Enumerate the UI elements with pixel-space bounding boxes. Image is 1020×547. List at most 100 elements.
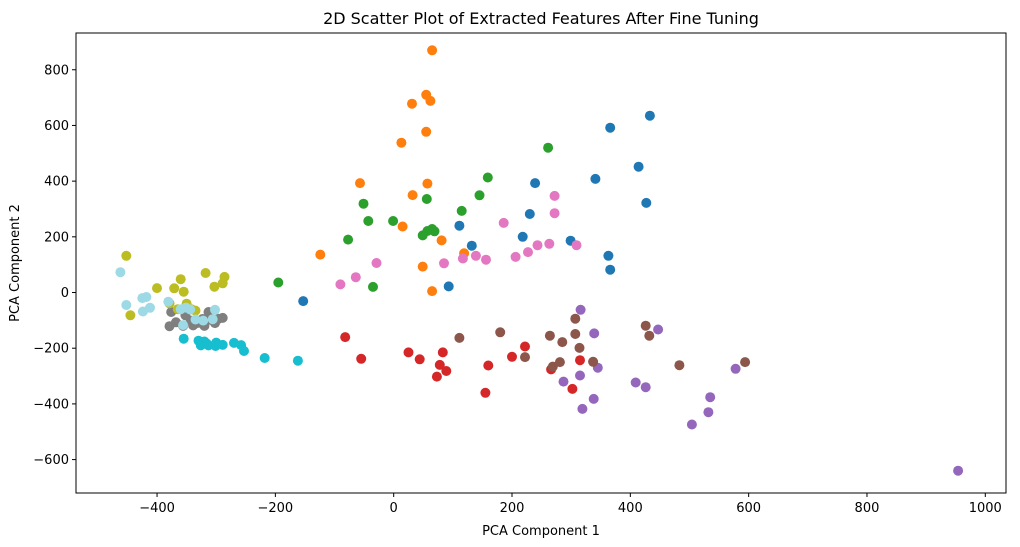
scatter-point bbox=[356, 353, 367, 364]
scatter-point bbox=[510, 251, 521, 262]
scatter-point bbox=[574, 342, 585, 353]
scatter-point bbox=[434, 359, 445, 370]
scatter-point bbox=[588, 393, 599, 404]
scatter-point bbox=[427, 286, 438, 297]
scatter-point bbox=[603, 250, 614, 261]
scatter-point bbox=[397, 221, 408, 232]
scatter-point bbox=[570, 313, 581, 324]
scatter-point bbox=[358, 198, 369, 209]
scatter-point bbox=[577, 403, 588, 414]
scatter-point bbox=[343, 234, 354, 245]
scatter-point bbox=[403, 347, 414, 358]
scatter-point bbox=[740, 357, 751, 368]
y-tick-label: 400 bbox=[44, 175, 69, 190]
y-tick-label: −600 bbox=[33, 453, 69, 468]
scatter-point bbox=[588, 356, 599, 367]
scatter-point bbox=[674, 360, 685, 371]
y-tick-label: −400 bbox=[33, 397, 69, 412]
scatter-point bbox=[414, 354, 425, 365]
scatter-point bbox=[547, 361, 558, 372]
scatter-point bbox=[437, 347, 448, 358]
scatter-point bbox=[703, 407, 714, 418]
scatter-point bbox=[239, 346, 249, 356]
scatter-point bbox=[633, 161, 644, 172]
scatter-point bbox=[605, 264, 616, 275]
scatter-point bbox=[544, 238, 555, 249]
scatter-point bbox=[427, 45, 438, 56]
scatter-point bbox=[570, 329, 581, 339]
scatter-point bbox=[520, 352, 530, 363]
scatter-point bbox=[454, 220, 465, 231]
y-tick-label: 600 bbox=[44, 119, 69, 134]
scatter-point bbox=[953, 465, 964, 476]
scatter-point bbox=[470, 250, 481, 261]
scatter-point bbox=[195, 337, 206, 348]
x-axis: −400 −200 0 200 400 600 800 1000 bbox=[139, 493, 1002, 516]
scatter-point bbox=[137, 306, 148, 317]
scatter-point bbox=[417, 230, 428, 241]
scatter-point bbox=[217, 278, 228, 289]
scatter-point bbox=[298, 296, 309, 307]
scatter-point bbox=[482, 172, 493, 183]
x-tick-label: 1000 bbox=[969, 501, 1002, 516]
scatter-point bbox=[554, 357, 565, 368]
scatter-point bbox=[630, 377, 641, 388]
scatter-point bbox=[388, 216, 399, 226]
scatter-point bbox=[532, 240, 543, 251]
scatter-point bbox=[495, 327, 506, 338]
scatter-point bbox=[474, 190, 485, 201]
scatter-point bbox=[121, 250, 132, 261]
scatter-point bbox=[163, 296, 174, 307]
y-axis: −600 −400 −200 0 200 400 600 800 bbox=[33, 63, 76, 468]
plot-frame bbox=[75, 32, 1007, 494]
scatter-point bbox=[575, 355, 585, 366]
scatter-point bbox=[335, 279, 346, 290]
scatter-point bbox=[520, 341, 530, 352]
y-tick-label: −200 bbox=[33, 342, 69, 357]
scatter-point bbox=[350, 272, 361, 283]
scatter-point bbox=[190, 314, 201, 325]
scatter-point bbox=[558, 376, 569, 387]
scatter-point bbox=[425, 95, 436, 106]
scatter-point bbox=[209, 281, 220, 292]
scatter-point bbox=[363, 216, 374, 226]
scatter-point bbox=[644, 110, 655, 121]
scatter-point bbox=[355, 178, 365, 189]
scatter-point bbox=[640, 320, 651, 331]
scatter-point bbox=[371, 258, 382, 268]
scatter-point bbox=[644, 330, 655, 341]
scatter-point bbox=[203, 340, 214, 351]
y-axis-label: PCA Component 2 bbox=[8, 204, 23, 322]
scatter-point bbox=[273, 277, 284, 288]
scatter-point bbox=[483, 360, 494, 371]
scatter-point bbox=[641, 197, 652, 208]
y-tick-label: 800 bbox=[44, 63, 69, 78]
scatter-point bbox=[421, 194, 432, 204]
scatter-point bbox=[530, 178, 541, 189]
scatter-point bbox=[407, 190, 418, 201]
scatter-point bbox=[115, 267, 126, 278]
scatter-point bbox=[178, 320, 189, 331]
scatter-point bbox=[457, 253, 468, 264]
scatter-point bbox=[175, 274, 186, 285]
y-tick-label: 0 bbox=[61, 286, 69, 301]
scatter-point bbox=[575, 304, 586, 315]
scatter-point bbox=[152, 283, 162, 294]
scatter-point bbox=[210, 304, 220, 315]
scatter-point bbox=[125, 310, 136, 321]
scatter-point bbox=[575, 370, 585, 381]
scatter-point bbox=[431, 371, 442, 382]
scatter-point bbox=[517, 231, 528, 242]
x-tick-label: −400 bbox=[139, 501, 175, 516]
scatter-point bbox=[557, 337, 568, 348]
scatter-point bbox=[292, 355, 303, 366]
scatter-point bbox=[686, 419, 697, 430]
chart-title: 2D Scatter Plot of Extracted Features Af… bbox=[323, 9, 759, 28]
scatter-point bbox=[498, 217, 509, 228]
scatter-point bbox=[436, 235, 447, 246]
scatter-point bbox=[454, 332, 465, 343]
scatter-point bbox=[121, 300, 132, 310]
scatter-point bbox=[217, 339, 228, 350]
y-tick-label: 200 bbox=[44, 230, 69, 245]
